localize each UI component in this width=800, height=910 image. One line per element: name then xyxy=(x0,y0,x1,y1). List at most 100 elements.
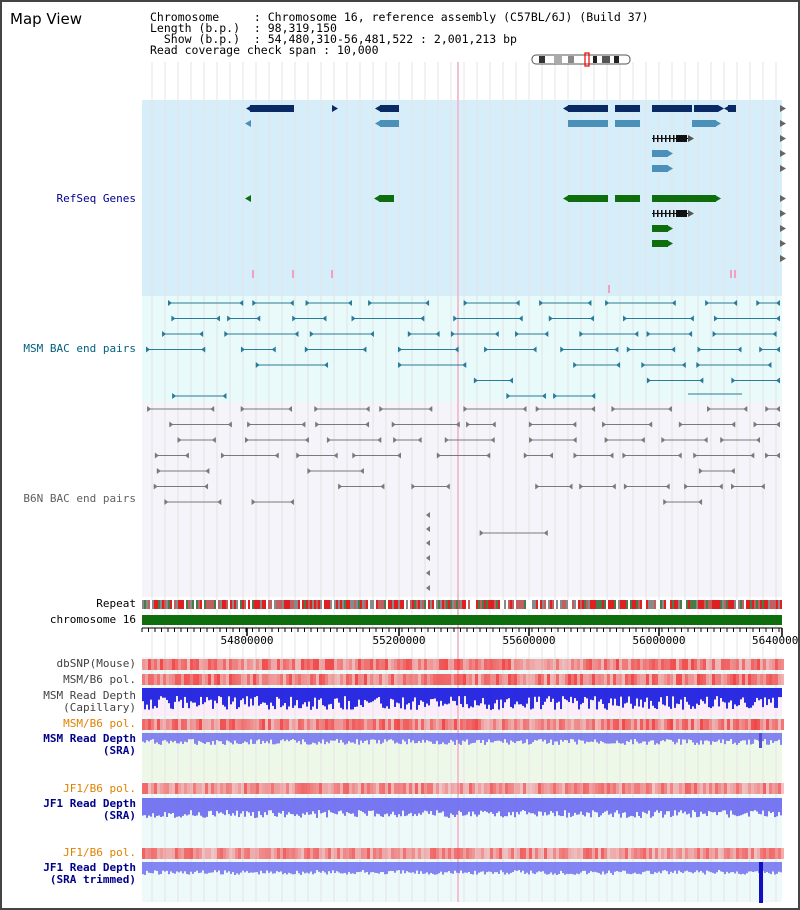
depth-bar xyxy=(192,688,194,703)
depth-bar xyxy=(458,733,460,744)
track-label-jf1-b6-pol[interactable]: JF1/B6 pol. xyxy=(63,782,136,795)
heat-cell xyxy=(595,719,598,730)
depth-bar xyxy=(772,798,774,812)
heat-cell xyxy=(418,719,421,730)
depth-bar xyxy=(290,798,292,815)
track-label-refseq[interactable]: RefSeq Genes xyxy=(56,192,136,205)
repeat-segment xyxy=(332,600,334,609)
depth-bar xyxy=(444,798,446,817)
depth-bar xyxy=(208,733,210,743)
track-label-msm-b6-pol[interactable]: MSM/B6 pol. xyxy=(63,673,136,686)
heat-cell xyxy=(706,659,709,670)
heat-cell xyxy=(556,783,559,794)
track-label-dbsnp[interactable]: dbSNP(Mouse) xyxy=(56,657,136,670)
chromosome-value: Chromosome 16, reference assembly (C57BL… xyxy=(267,10,649,24)
depth-bar xyxy=(554,798,556,817)
ideogram-band xyxy=(539,56,545,63)
bac-end xyxy=(445,483,450,490)
depth-bar xyxy=(272,688,274,706)
heat-cell xyxy=(178,783,181,794)
depth-bar xyxy=(156,862,158,871)
depth-bar xyxy=(750,688,752,708)
track-label-jf1-depth-sra[interactable]: JF1 Read Depth (SRA) xyxy=(43,797,136,822)
depth-bar xyxy=(462,798,464,816)
heat-cell xyxy=(628,674,631,685)
depth-bar xyxy=(524,862,526,874)
heat-cell xyxy=(652,783,655,794)
heat-cell xyxy=(544,719,547,730)
heat-cell xyxy=(415,783,418,794)
bac-end xyxy=(304,437,309,443)
heat-cell xyxy=(472,659,475,670)
track-label-jf1-b6-pol-2[interactable]: JF1/B6 pol. xyxy=(63,846,136,859)
repeat-segment xyxy=(240,600,242,609)
depth-bar xyxy=(170,688,172,709)
depth-bar xyxy=(638,688,640,707)
heat-cell xyxy=(625,674,628,685)
heat-cell xyxy=(715,848,718,859)
depth-bar xyxy=(162,733,164,741)
track-label-chromosome[interactable]: chromosome 16 xyxy=(49,613,136,626)
heat-cell xyxy=(481,719,484,730)
heat-cell xyxy=(631,674,634,685)
depth-bar xyxy=(192,862,194,874)
track-label-repeat[interactable]: Repeat xyxy=(96,597,136,610)
heat-cell xyxy=(280,848,283,859)
bac-end xyxy=(663,499,668,505)
depth-bar xyxy=(774,688,776,708)
depth-bar xyxy=(212,733,214,742)
repeat-segment xyxy=(294,600,296,609)
heat-cell xyxy=(637,674,640,685)
heat-cell xyxy=(472,719,475,730)
depth-bar xyxy=(528,798,530,813)
depth-bar xyxy=(164,862,166,872)
heat-cell xyxy=(589,783,592,794)
depth-bar xyxy=(602,798,604,814)
repeat-segment xyxy=(570,600,572,609)
depth-bar xyxy=(260,862,262,871)
bac-end xyxy=(634,331,639,337)
track-label-msm-depth-capillary[interactable]: MSM Read Depth (Capillary) xyxy=(43,689,136,714)
bac-end xyxy=(688,331,693,337)
depth-bar xyxy=(248,688,250,707)
track-label-jf1-depth-trimmed[interactable]: JF1 Read Depth (SRA trimmed) xyxy=(43,861,136,886)
bac-end xyxy=(523,452,528,459)
heat-cell xyxy=(649,783,652,794)
depth-bar xyxy=(498,688,500,710)
depth-bar xyxy=(324,733,326,745)
heat-cell xyxy=(727,719,730,730)
track-label-msm-depth-sra[interactable]: MSM Read Depth (SRA) xyxy=(43,732,136,757)
heat-cell xyxy=(268,848,271,859)
depth-bar xyxy=(770,798,772,814)
track-label-msm-b6-pol-2[interactable]: MSM/B6 pol. xyxy=(63,717,136,730)
depth-bar xyxy=(622,688,624,708)
bac-end xyxy=(199,331,204,337)
depth-bar xyxy=(548,688,550,697)
depth-bar xyxy=(712,733,714,742)
heat-cell xyxy=(427,783,430,794)
depth-bar xyxy=(254,862,256,873)
heat-cell xyxy=(424,783,427,794)
repeat-segment xyxy=(288,600,290,609)
heat-cell xyxy=(583,848,586,859)
repeat-segment xyxy=(712,600,714,609)
heat-cell xyxy=(679,719,682,730)
depth-bar xyxy=(690,733,692,741)
depth-bar xyxy=(206,798,208,817)
heat-cell xyxy=(292,659,295,670)
track-label-msm-bac[interactable]: MSM BAC end pairs xyxy=(23,342,136,355)
repeat-segment xyxy=(504,600,506,609)
depth-bar xyxy=(234,862,236,875)
depth-bar xyxy=(538,733,540,740)
heat-cell xyxy=(499,848,502,859)
depth-bar xyxy=(346,688,348,710)
repeat-segment xyxy=(774,600,776,609)
repeat-segment xyxy=(638,600,640,609)
heat-cell xyxy=(733,848,736,859)
track-label-b6n-bac[interactable]: B6N BAC end pairs xyxy=(23,492,136,505)
heat-cell xyxy=(541,848,544,859)
heat-cell xyxy=(730,719,733,730)
heat-cell xyxy=(328,848,331,859)
heat-cell xyxy=(268,719,271,730)
info-block: Chromosome : Chromosome 16, reference as… xyxy=(150,10,649,57)
